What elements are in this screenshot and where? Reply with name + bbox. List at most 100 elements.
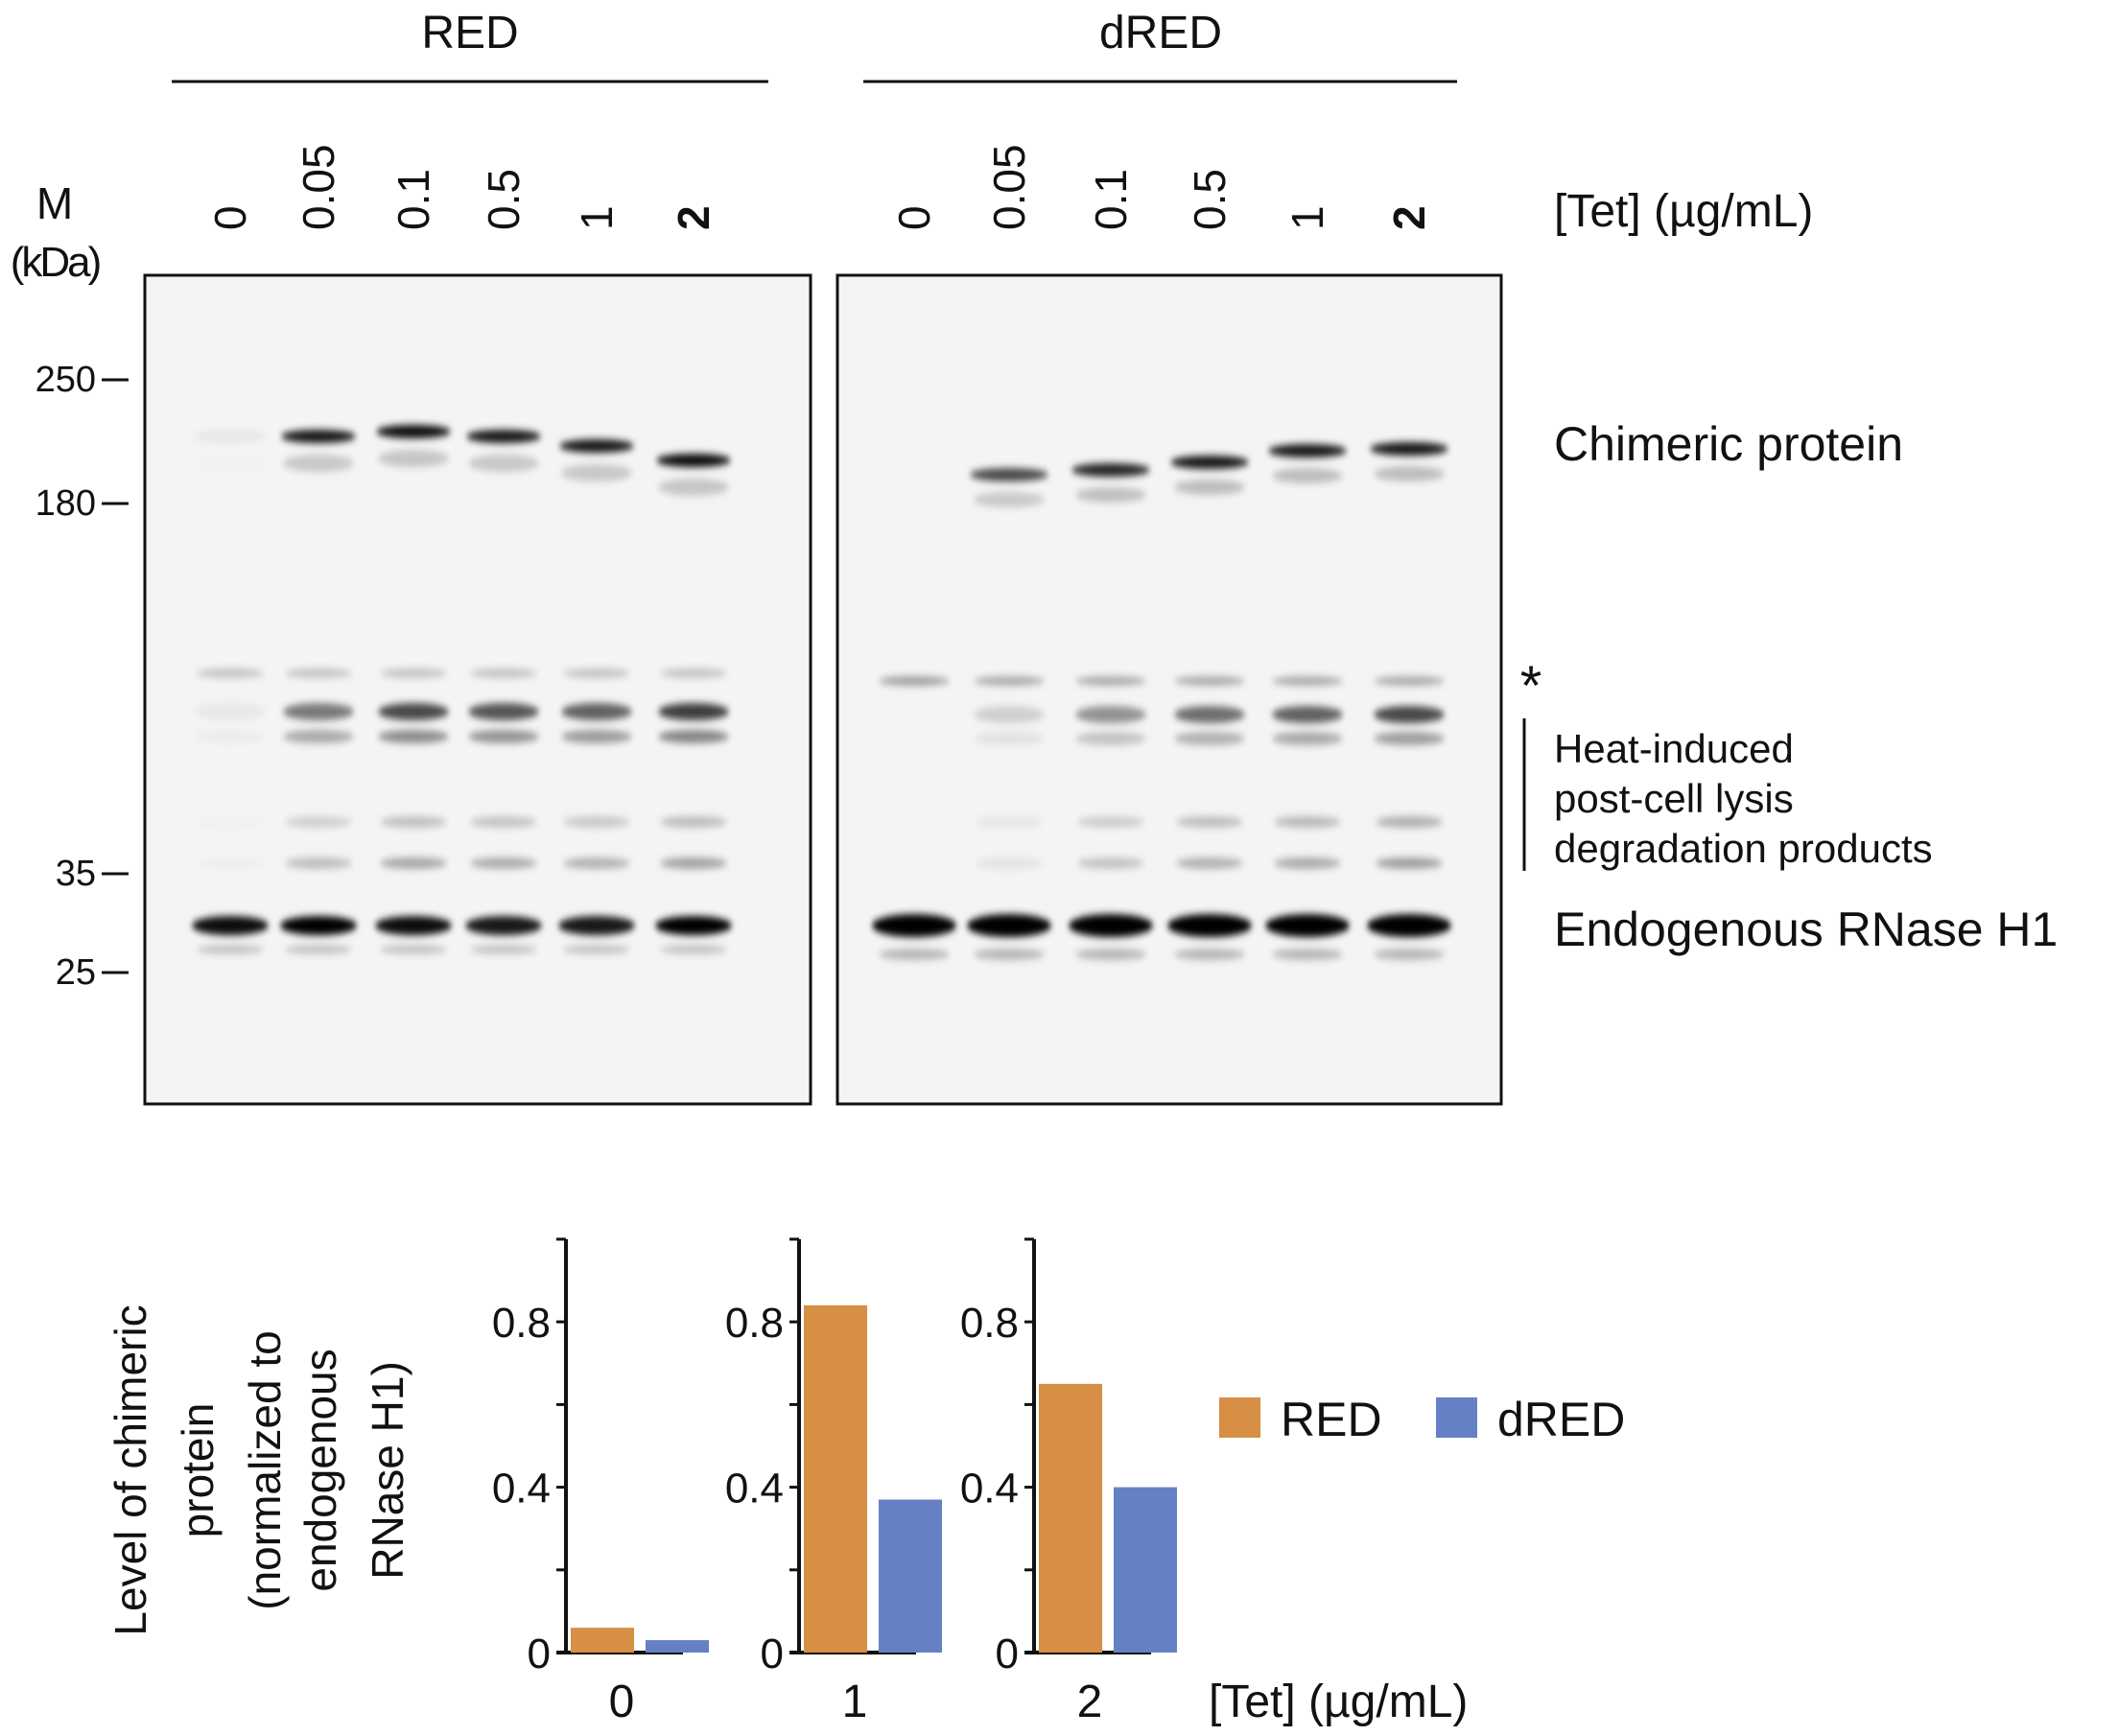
blot-band: [974, 949, 1045, 960]
blot-band: [1075, 949, 1146, 960]
legend-swatch-red: [1219, 1397, 1260, 1438]
label-asterisk: *: [1520, 655, 1542, 717]
lane-label: 0.05: [984, 144, 1034, 230]
blot-band: [660, 945, 727, 954]
legend-label-dred: dRED: [1497, 1393, 1625, 1446]
blot-band: [563, 816, 630, 828]
bar-dred-tet-1: [879, 1499, 942, 1653]
svg-text:Level of chimeric: Level of chimeric: [106, 1304, 155, 1635]
blot-band: [1075, 706, 1146, 723]
blot-band: [1374, 706, 1445, 723]
blot-band: [1274, 816, 1341, 828]
blot-band: [1265, 914, 1350, 937]
svg-text:protein: protein: [173, 1403, 223, 1538]
lane-label: 0: [205, 205, 255, 230]
blot-band: [380, 945, 447, 954]
label-chimeric-protein: Chimeric protein: [1554, 417, 1903, 471]
blot-band: [197, 945, 264, 954]
marker-25: 25: [56, 952, 129, 993]
blot-band: [1176, 857, 1243, 869]
blot-band: [974, 732, 1045, 745]
blot-band: [879, 732, 950, 745]
blot-band: [1272, 706, 1343, 723]
blot-band: [561, 730, 632, 743]
y-tick-label: 0.4: [960, 1466, 1019, 1513]
blot-band: [1268, 444, 1347, 457]
svg-text:35: 35: [56, 854, 96, 894]
bar-chart-tet-0: 0 0.4 0.8 0: [492, 1237, 709, 1727]
y-tick-label: 0.8: [960, 1300, 1019, 1347]
blot-band: [195, 703, 266, 720]
blot-band: [872, 914, 956, 937]
blot-band: [881, 816, 948, 828]
blot-band: [281, 430, 356, 443]
marker-180: 180: [35, 483, 129, 524]
blot-band: [1376, 857, 1443, 869]
y-tick-label: 0.4: [492, 1466, 551, 1513]
blot-band: [283, 455, 354, 472]
blot-band: [1075, 732, 1146, 745]
blot-band: [376, 425, 451, 438]
blot-band: [879, 706, 950, 723]
blot-band: [378, 730, 449, 743]
blot-band: [380, 816, 447, 828]
blot-band: [195, 730, 266, 743]
blot-band: [658, 730, 729, 743]
blot-band: [195, 455, 266, 472]
blot-band: [1077, 816, 1144, 828]
blot-band: [283, 730, 354, 743]
blot-band: [563, 857, 630, 869]
blot-band: [660, 669, 727, 678]
label-endogenous-rnase-h1: Endogenous RNase H1: [1554, 903, 2058, 956]
x-tick-label: 1: [842, 1677, 868, 1727]
blot-band: [976, 816, 1043, 828]
blot-band: [468, 703, 539, 720]
lane-label: 0: [889, 205, 939, 230]
group-label-dred: dRED: [1099, 8, 1222, 59]
blot-band: [561, 703, 632, 720]
svg-text:250: 250: [35, 360, 96, 400]
lane-label: 0.5: [479, 169, 529, 230]
y-tick-label: 0.4: [725, 1466, 784, 1513]
blot-band: [974, 676, 1045, 686]
blot-band: [280, 916, 357, 935]
chart-ylabel: Level of chimeric protein (normalized to…: [106, 1304, 412, 1635]
lane-label: 1: [572, 205, 622, 230]
blot-band: [1174, 732, 1245, 745]
blot-band: [192, 916, 269, 935]
blot-band: [879, 676, 950, 686]
y-tick-label: 0: [528, 1630, 551, 1677]
blot-band: [660, 857, 727, 869]
blot-band: [1274, 857, 1341, 869]
blot-band: [1374, 949, 1445, 960]
blot-band: [470, 816, 537, 828]
lane-label: 2: [669, 205, 718, 230]
group-label-red: RED: [421, 8, 518, 59]
blot-band: [380, 669, 447, 678]
y-tick-label: 0: [761, 1630, 784, 1677]
lane-label: 2: [1384, 205, 1434, 230]
blot-band: [558, 916, 635, 935]
blot-band: [563, 669, 630, 678]
label-heat-induced-3: degradation products: [1554, 826, 1933, 871]
label-heat-induced-1: Heat-induced: [1554, 726, 1794, 771]
blot-band: [285, 945, 352, 954]
blot-panel-red: [145, 275, 811, 1104]
blot-band: [1374, 466, 1445, 481]
blot-band: [1071, 463, 1150, 477]
svg-text:180: 180: [35, 483, 96, 524]
blot-band: [470, 945, 537, 954]
blot-frame-dred: [835, 273, 1503, 1106]
blot-band: [1075, 487, 1146, 503]
blot-band: [561, 464, 632, 481]
blot-band: [976, 857, 1043, 869]
blot-band: [658, 703, 729, 720]
marker-250: 250: [35, 360, 129, 400]
label-heat-induced-2: post-cell lysis: [1554, 776, 1794, 821]
blot-frame-red: [143, 273, 812, 1106]
blot-band: [1174, 949, 1245, 960]
marker-title: M: [36, 178, 73, 228]
blot-band: [470, 857, 537, 869]
svg-text:25: 25: [56, 952, 96, 993]
